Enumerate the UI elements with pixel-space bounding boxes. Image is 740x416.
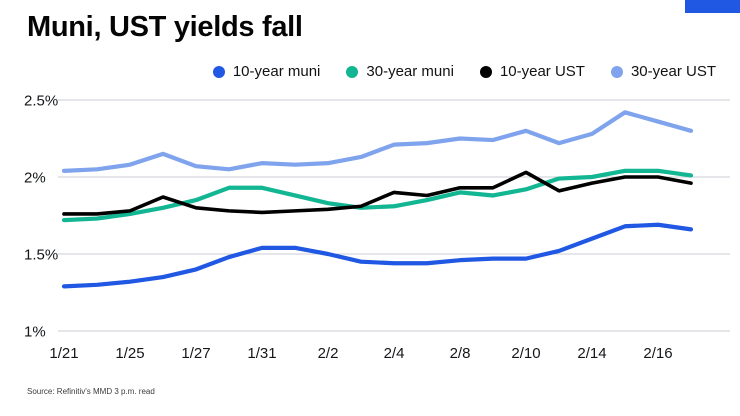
legend-item-10-year-ust: 10-year UST bbox=[479, 63, 585, 80]
series-line-30-year-muni bbox=[61, 168, 694, 223]
legend-item-10-year-muni: 10-year muni bbox=[212, 63, 321, 80]
legend-swatch bbox=[479, 65, 492, 78]
x-tick-label: 2/10 bbox=[511, 345, 540, 362]
legend-swatch bbox=[212, 65, 225, 78]
legend: 10-year muni 30-year muni 10-year UST 30-ye… bbox=[212, 63, 716, 80]
x-tick-label: 2/8 bbox=[450, 345, 471, 362]
x-tick-label: 2/14 bbox=[577, 345, 606, 362]
series-line-10-year-ust bbox=[62, 170, 693, 216]
accent-bar bbox=[685, 0, 740, 13]
x-tick-label: 2/16 bbox=[643, 345, 672, 362]
y-tick-label: 1% bbox=[24, 324, 46, 341]
y-tick-label: 2% bbox=[24, 170, 46, 187]
series-line-10-year-muni bbox=[61, 222, 694, 289]
x-tick-label: 2/2 bbox=[318, 345, 339, 362]
chart-title: Muni, UST yields fall bbox=[27, 11, 303, 43]
legend-label: 30-year muni bbox=[366, 63, 454, 80]
legend-label: 10-year UST bbox=[499, 63, 585, 80]
x-tick-label: 1/27 bbox=[181, 345, 210, 362]
legend-item-30-year-ust: 30-year UST bbox=[610, 63, 716, 80]
source-note: Source: Refinitiv's MMD 3 p.m. read bbox=[27, 387, 155, 396]
legend-item-30-year-muni: 30-year muni bbox=[346, 63, 454, 80]
series-line-30-year-ust bbox=[61, 110, 694, 173]
legend-swatch bbox=[346, 65, 359, 78]
y-tick-label: 1.5% bbox=[24, 247, 58, 264]
x-tick-label: 1/21 bbox=[49, 345, 78, 362]
legend-swatch bbox=[610, 65, 623, 78]
x-tick-label: 1/31 bbox=[247, 345, 276, 362]
legend-label: 30-year UST bbox=[630, 63, 716, 80]
x-tick-label: 2/4 bbox=[384, 345, 405, 362]
y-tick-label: 2.5% bbox=[24, 93, 58, 110]
x-tick-label: 1/25 bbox=[115, 345, 144, 362]
legend-label: 10-year muni bbox=[232, 63, 321, 80]
